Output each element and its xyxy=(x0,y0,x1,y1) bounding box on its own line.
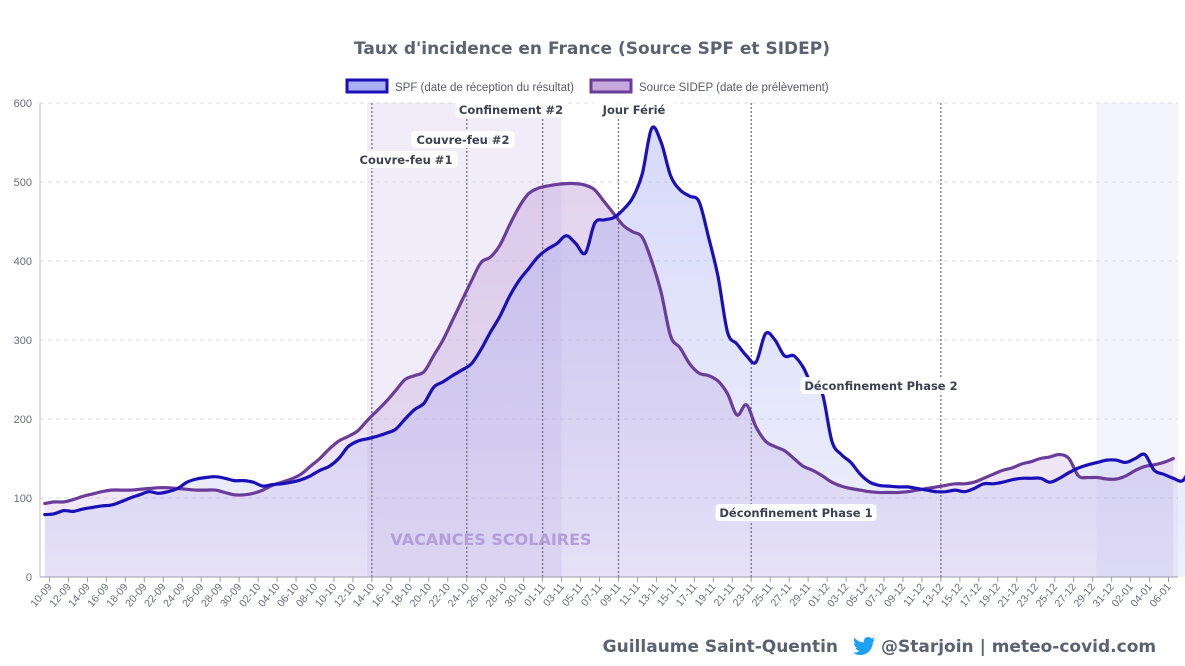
annotation-label-bg xyxy=(800,377,962,394)
y-tick-label: 600 xyxy=(14,98,32,110)
annotation-label-bg xyxy=(593,101,675,118)
legend[interactable]: SPF (date de réception du résultat) Sourc… xyxy=(345,78,829,94)
x-tick-label: 09-11 xyxy=(598,581,624,609)
vacances-scolaires-label: VACANCES SCOLAIRES xyxy=(390,530,591,549)
annotation-label: Déconfinement Phase 1 xyxy=(719,506,872,520)
x-tick-label: 06-01 xyxy=(1147,581,1174,609)
x-tick-label: 09-12 xyxy=(882,581,909,609)
y-tick-label: 500 xyxy=(14,177,32,189)
footer: Guillaume Saint-Quentin @Starjoin | mete… xyxy=(603,637,1156,657)
y-tick-label: 200 xyxy=(14,414,32,426)
annotations: Couvre-feu #1 Couvre-feu #2 Confinement #2… xyxy=(354,101,962,521)
footer-author: Guillaume Saint-Quentin xyxy=(603,637,838,657)
series-lines xyxy=(43,125,1185,517)
footer-handle: @Starjoin | meteo-covid.com xyxy=(881,637,1156,657)
chart-title: Taux d'incidence en France (Source SPF e… xyxy=(354,39,830,59)
y-tick-label: 300 xyxy=(14,335,32,347)
series-line xyxy=(43,181,1175,506)
annotation-label: Couvre-feu #2 xyxy=(417,133,510,147)
annotation-label-bg xyxy=(715,504,877,521)
series-area xyxy=(44,127,1185,577)
annotation-label: Jour Férié xyxy=(602,103,666,117)
legend-label[interactable]: SPF (date de réception du résultat) xyxy=(395,82,574,94)
y-tick-label: 0 xyxy=(26,572,32,584)
legend-swatch[interactable] xyxy=(345,78,389,94)
annotation-label-bg xyxy=(455,101,567,118)
series-areas xyxy=(44,127,1185,578)
x-tick-label: 30-10 xyxy=(502,581,529,609)
series-line xyxy=(43,125,1185,517)
y-tick-label: 100 xyxy=(14,493,32,505)
annotation-lines xyxy=(371,103,942,577)
legend-swatch[interactable] xyxy=(589,78,633,94)
annotation-label-bg xyxy=(354,151,458,168)
annotation-label-bg xyxy=(411,131,515,148)
annotation-label: Déconfinement Phase 2 xyxy=(804,379,957,393)
annotation-label: Couvre-feu #1 xyxy=(360,153,453,167)
y-tick-label: 400 xyxy=(14,256,32,268)
legend-label[interactable]: Source SIDEP (date de prélèvement) xyxy=(639,82,829,94)
annotation-label: Confinement #2 xyxy=(459,103,563,117)
twitter-bird-icon xyxy=(853,637,875,655)
